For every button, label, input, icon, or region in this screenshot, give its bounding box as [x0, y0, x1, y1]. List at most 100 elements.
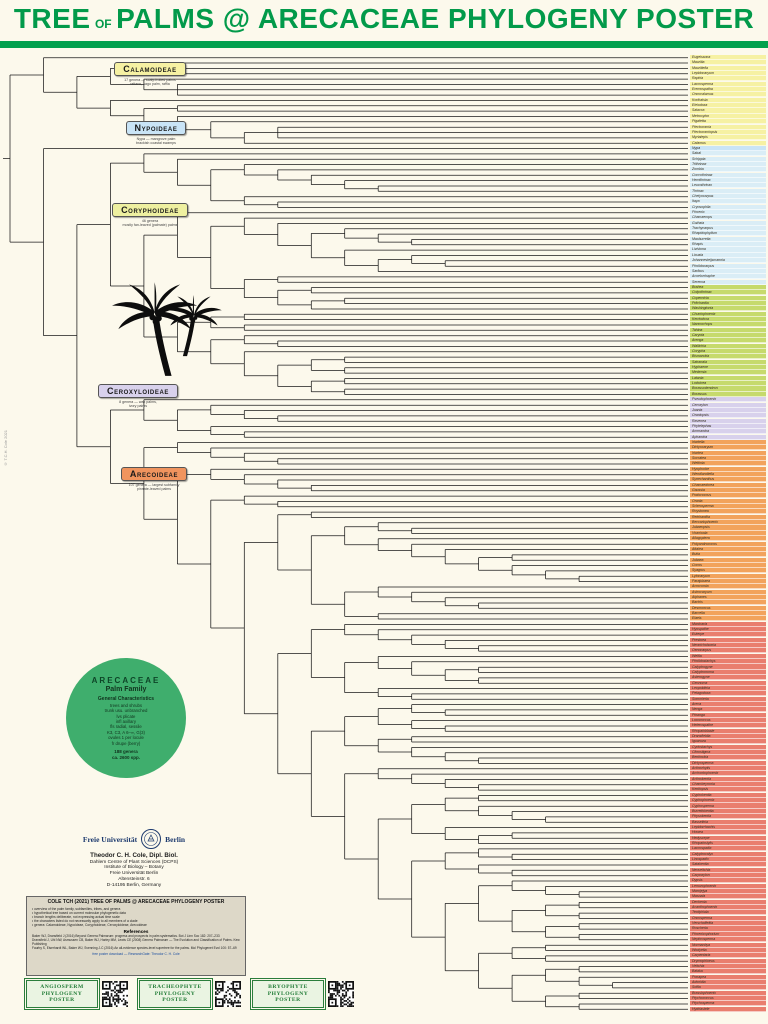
genus-label: Korthalsia [690, 97, 766, 103]
genus-label: Brahea [690, 284, 766, 290]
citation-notes: • overview of the palm family, subfamili… [32, 907, 240, 927]
genus-label: Latania [690, 375, 766, 381]
genus-label: Jubaeopsis [690, 525, 766, 531]
genus-label: Desmoncus [690, 605, 766, 611]
poster-link-label: BRYOPHYTE PHYLOGENY POSTER [267, 984, 309, 1004]
poster-link-label: ANGIOSPERM PHYLOGENY POSTER [40, 984, 84, 1004]
genus-label: Oenocarpus [690, 648, 766, 654]
genus-label: Neoveitchia [690, 867, 766, 873]
genus-label: Hydriastele [690, 1006, 766, 1012]
genus-label: Veitchia [690, 963, 766, 969]
genus-label: Metroxylon [690, 113, 766, 119]
genus-label: Phytelephas [690, 423, 766, 429]
genus-label: Solfia [690, 985, 766, 991]
genus-label: Tectiphiala [690, 910, 766, 916]
genus-label: Nephrosperma [690, 937, 766, 943]
family-stat: ca. 2600 spp. [111, 754, 141, 760]
genus-label: Nannorrhops [690, 322, 766, 328]
genus-label: Asterogyne [690, 675, 766, 681]
genus-label: Butia [690, 552, 766, 558]
affiliation-lines: Dahlem Centre of Plant Sciences (DCPS) In… [54, 860, 214, 889]
genus-label: Johannesteijsmannia [690, 258, 766, 264]
genus-label: Copernicia [690, 295, 766, 301]
characteristics-heading: General Characteristics [97, 695, 155, 702]
genus-label: Oncocalamus [690, 92, 766, 98]
genus-label: Eremospatha [690, 87, 766, 93]
genus-label: Bismarckia [690, 354, 766, 360]
caption-line: rattans, sago palm, raffia [130, 81, 170, 86]
related-posters-row: ANGIOSPERM PHYLOGENY POSTER TRACHEOPHYTE… [23, 977, 354, 1011]
genus-label: Dypsis [690, 878, 766, 884]
poster-title: TREE of PALMS @ ARECACEAE PHYLOGENY POST… [0, 3, 768, 35]
genus-label: Salacca [690, 108, 766, 114]
genus-label: Colpothrinax [690, 290, 766, 296]
genus-label: Roystonea [690, 509, 766, 515]
genus-label: Marojejya [690, 889, 766, 895]
genus-label: Laccospadix [690, 846, 766, 852]
subfamily-label: Coryphoideae [121, 205, 179, 215]
genus-label: Balaka [690, 969, 766, 975]
subfamily-box-nypoideae: Nypoideae [125, 121, 187, 135]
genus-label: Orania [690, 498, 766, 504]
logo-text-right: Berlin [165, 834, 186, 844]
genus-label: Deckenia [690, 899, 766, 905]
subfamily-caption: Nypa — mangrove palm brackish coastal swa… [136, 137, 176, 146]
genus-label: Verschaffeltia [690, 921, 766, 927]
genus-label: Pigafetta [690, 119, 766, 125]
subfamily-caption: 17 genera — scaly-fruited palms rattans, … [124, 78, 176, 87]
genus-label: Itaya [690, 199, 766, 205]
genus-label: Oncosperma [690, 915, 766, 921]
genus-label: Dictyocaryum [690, 445, 766, 451]
genus-label: Geonoma [690, 680, 766, 686]
genus-label: Barcella [690, 611, 766, 617]
genus-label: Cyphophoenix [690, 798, 766, 804]
genus-label: Areca [690, 701, 766, 707]
genus-label: Neonicholsonia [690, 643, 766, 649]
author-name: Theodor C. H. Cole, Dipl. Biol. [90, 852, 178, 859]
genus-label: Aiphanes [690, 594, 766, 601]
genus-label: Calamus [690, 140, 766, 146]
genus-label: Satakentia [690, 862, 766, 868]
genus-label: Actinokentia [690, 776, 766, 782]
subfamily-caption: 46 genera mostly fan-leaved (palmate) pal… [123, 219, 178, 228]
genus-label: Coccothrinax [690, 172, 766, 178]
genus-label: Reinhardtia [690, 514, 766, 520]
genus-label: Brassiophoenix [690, 990, 766, 996]
genus-label: Kentiopsis [690, 787, 766, 793]
genus-label: Plectocomiopsis [690, 129, 766, 135]
genus-label: Eleiodoxa [690, 103, 766, 109]
genus-label: Iguanura [690, 739, 766, 745]
genus-label: Oraniopsis [690, 413, 766, 419]
genus-label: Manicaria [690, 621, 766, 627]
family-stats: 188 genera ca. 2600 spp. [112, 749, 140, 760]
citation-title: COLE TCH (2021) TREE OF PALMS @ ARECACEA… [47, 899, 225, 905]
genus-label: Elaeis [690, 616, 766, 622]
genus-label: Ponapea [690, 974, 766, 980]
genus-label: Medemia [690, 370, 766, 376]
genus-label: Satranala [690, 359, 766, 365]
genus-label: Adonidia [690, 979, 766, 985]
genus-label: Pseudophoenix [690, 397, 766, 403]
genus-label: Myrialepis [690, 135, 766, 141]
subfamily-box-ceroxyloideae: Ceroxyloideae [98, 384, 178, 398]
genus-label: Astrocaryum [690, 589, 766, 595]
genus-label: Iriartella [690, 439, 766, 445]
genus-label: Corypha [690, 349, 766, 355]
subfamily-arecoideae: Arecoideae 107 genera — largest subfamil… [74, 467, 234, 491]
citation-note: • genera: Calamoideae, Nypoideae, Coryph… [32, 923, 147, 928]
genus-label: Basselinia [690, 819, 766, 825]
genus-label: Lodoicea [690, 381, 766, 387]
genus-label: Clinostigma [690, 750, 766, 756]
subfamily-box-coryphoideae: Coryphoideae [112, 203, 188, 217]
subfamily-label: Ceroxyloideae [107, 386, 169, 396]
genus-label: Chamaedorea [690, 482, 766, 488]
genus-label: Washingtonia [690, 306, 766, 312]
genus-label: Licuala [690, 252, 766, 258]
poster-link-angiosperm: ANGIOSPERM PHYLOGENY POSTER [23, 977, 101, 1011]
genus-label: Chelyocarpus [690, 194, 766, 200]
qr-code-tracheophyte [215, 980, 241, 1007]
genus-label: Wodyetia [690, 947, 766, 953]
genus-label: Cyphokentia [690, 792, 766, 798]
genus-label: Chamaerops [690, 215, 766, 221]
genus-label: Ptychococcus [690, 995, 766, 1001]
